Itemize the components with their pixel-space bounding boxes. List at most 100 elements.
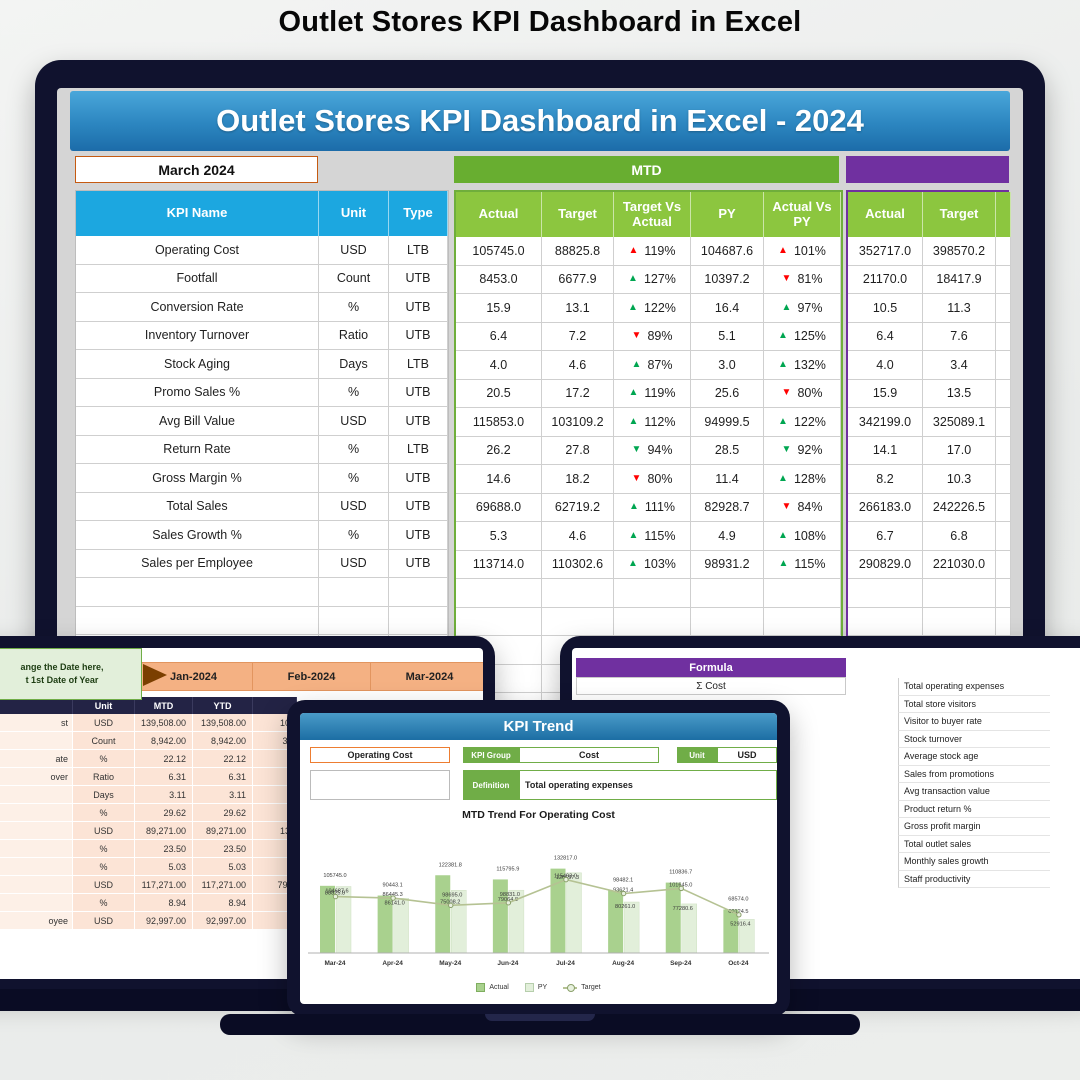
actual-vs-py: ▼ 84% xyxy=(764,493,841,522)
svg-text:105745.0: 105745.0 xyxy=(323,873,346,879)
target-vs-actual: ▲ 111% xyxy=(614,493,691,522)
mtd-actual: 20.5 xyxy=(456,379,542,408)
col-header-label xyxy=(0,697,73,714)
mtd-actual: 5.3 xyxy=(456,522,542,551)
legend-label: Actual xyxy=(489,984,509,991)
empty-cell xyxy=(996,579,1011,608)
svg-text:98695.0: 98695.0 xyxy=(442,892,462,898)
row-label: st xyxy=(0,714,73,732)
svg-text:93621.4: 93621.4 xyxy=(613,888,633,894)
up-arrow-icon: ▲ xyxy=(628,301,638,313)
cut-cell xyxy=(996,322,1011,351)
target-vs-actual: ▼ 80% xyxy=(614,465,691,494)
right-target: 325089.1 xyxy=(923,408,996,437)
monthly-table-body: st USD 139,508.00 139,508.00 10 Count 8,942.00… xyxy=(0,714,297,930)
empty-input-box[interactable] xyxy=(310,770,450,800)
empty-cell xyxy=(764,607,841,636)
kpi-type: UTB xyxy=(389,521,448,550)
svg-text:88825.8: 88825.8 xyxy=(325,891,345,897)
percent-value: 119% xyxy=(644,386,676,401)
col-header-actual: Actual xyxy=(456,192,542,237)
note-arrow-icon xyxy=(143,664,167,686)
mtd-actual: 26.2 xyxy=(456,436,542,465)
percent-value: 84% xyxy=(797,500,823,515)
svg-text:98831.0: 98831.0 xyxy=(500,892,520,898)
kpi-unit: % xyxy=(319,378,389,407)
mtd-value: 139,508.00 xyxy=(135,714,193,732)
target-vs-actual: ▲ 127% xyxy=(614,265,691,294)
kpi-group-label: KPI Group xyxy=(463,747,519,763)
target-vs-actual: ▲ 119% xyxy=(614,379,691,408)
dashboard-banner: Outlet Stores KPI Dashboard in Excel - 2… xyxy=(70,91,1010,151)
right-actual: 14.1 xyxy=(848,436,923,465)
empty-cell xyxy=(996,607,1011,636)
row-label: oyee xyxy=(0,912,73,930)
mtd-section-header: MTD xyxy=(454,156,839,183)
legend-item-actual: Actual xyxy=(476,983,509,992)
formula-description: Stock turnover xyxy=(898,730,1050,748)
row-unit: Count xyxy=(73,732,135,750)
actual-vs-py: ▲ 97% xyxy=(764,294,841,323)
up-arrow-icon: ▲ xyxy=(628,244,639,256)
actual-vs-py: ▼ 92% xyxy=(764,436,841,465)
kpi-group-value: Cost xyxy=(519,747,659,763)
target-vs-actual: ▲ 103% xyxy=(614,550,691,579)
percent-value: 80% xyxy=(647,471,673,486)
target-vs-actual: ▲ 112% xyxy=(614,408,691,437)
col-header-actual-2: Actual xyxy=(848,192,923,237)
legend-swatch-actual xyxy=(476,983,486,992)
kpi-name: Promo Sales % xyxy=(76,378,319,407)
kpi-type: UTB xyxy=(389,321,448,350)
kpi-unit: % xyxy=(319,293,389,322)
definition-label: Definition xyxy=(463,770,519,800)
mtd-actual: 6.4 xyxy=(456,322,542,351)
svg-text:86141.0: 86141.0 xyxy=(385,900,405,906)
cut-cell xyxy=(996,550,1011,579)
definition-value: Total operating expenses xyxy=(519,770,777,800)
target-vs-actual: ▲ 119% xyxy=(614,237,691,266)
ytd-value: 29.62 xyxy=(193,804,253,822)
right-target: 18417.9 xyxy=(923,265,996,294)
month-header-mar: Mar-2024 xyxy=(371,662,483,691)
kpi-unit: % xyxy=(319,435,389,464)
svg-text:122381.8: 122381.8 xyxy=(439,862,462,868)
svg-text:Oct-24: Oct-24 xyxy=(728,960,749,967)
svg-text:77280.6: 77280.6 xyxy=(673,906,693,912)
svg-text:132817.0: 132817.0 xyxy=(554,856,577,862)
svg-text:52916.4: 52916.4 xyxy=(730,921,750,927)
actual-vs-py: ▲ 132% xyxy=(764,351,841,380)
empty-cell xyxy=(691,607,764,636)
empty-cell xyxy=(614,579,691,608)
mtd-value: 89,271.00 xyxy=(135,822,193,840)
up-arrow-icon: ▲ xyxy=(778,244,788,256)
svg-text:60124.5: 60124.5 xyxy=(728,909,748,915)
col-header-kpi-name: KPI Name xyxy=(76,191,319,236)
down-arrow-icon: ▼ xyxy=(631,472,642,484)
laptop-notch xyxy=(485,1014,595,1021)
row-unit: Days xyxy=(73,786,135,804)
right-actual: 352717.0 xyxy=(848,237,923,266)
mtd-value: 117,271.00 xyxy=(135,876,193,894)
kpi-type: UTB xyxy=(389,549,448,578)
mtd-target: 4.6 xyxy=(542,522,614,551)
date-selector[interactable]: March 2024 xyxy=(75,156,318,183)
right-target: 11.3 xyxy=(923,294,996,323)
mtd-actual: 14.6 xyxy=(456,465,542,494)
cut-cell xyxy=(996,436,1011,465)
percent-value: 81% xyxy=(797,272,823,287)
trend-controls-row: Operating Cost KPI Group Cost Unit USD xyxy=(310,747,777,763)
row-unit: % xyxy=(73,858,135,876)
kpi-type: LTB xyxy=(389,236,448,265)
trend-screen: KPI Trend Operating Cost KPI Group Cost … xyxy=(300,713,777,1004)
mtd-py: 11.4 xyxy=(691,465,764,494)
cut-cell xyxy=(996,522,1011,551)
up-arrow-icon: ▲ xyxy=(628,558,638,570)
row-unit: USD xyxy=(73,912,135,930)
percent-value: 122% xyxy=(643,300,676,315)
kpi-type: UTB xyxy=(389,464,448,493)
monthly-table-header: Unit MTD YTD xyxy=(0,697,297,714)
kpi-selector[interactable]: Operating Cost xyxy=(310,747,450,763)
up-arrow-icon: ▲ xyxy=(781,301,792,313)
col-header-unit-m: Unit xyxy=(73,697,135,714)
